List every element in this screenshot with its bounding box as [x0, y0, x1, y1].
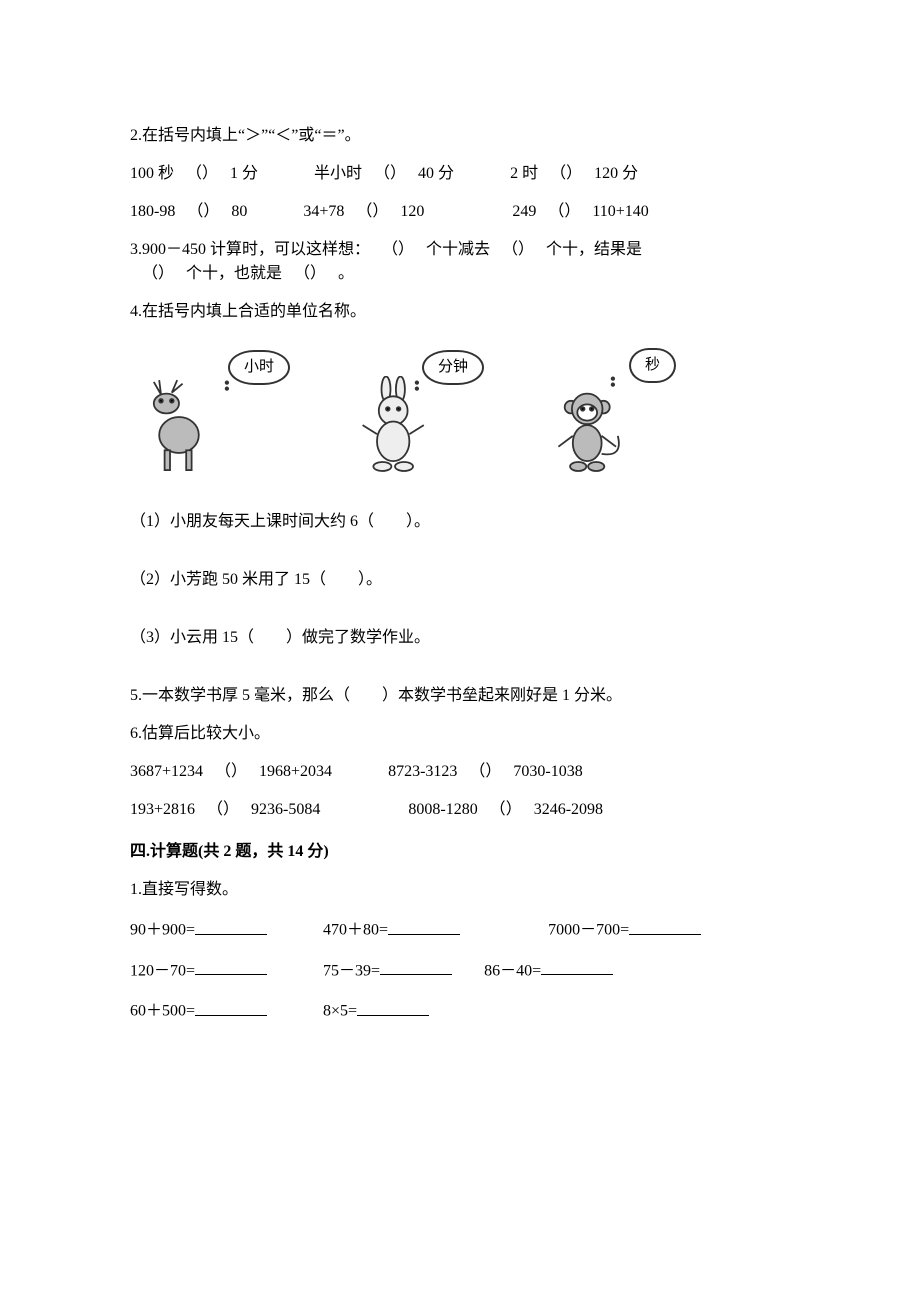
c1-r2-c-blank[interactable]	[541, 957, 613, 976]
c1-r3-b-blank[interactable]	[357, 997, 429, 1016]
q6-r1-b-blank[interactable]	[457, 760, 513, 784]
calc1-row3: 60＋500= 8×5=	[130, 997, 790, 1024]
q2-row1: 100 秒 1 分 半小时 40 分 2 时 120 分	[130, 162, 790, 186]
deer-icon	[134, 376, 224, 476]
q3-blank4[interactable]	[282, 262, 338, 286]
monkey-figure: 秒 ••	[530, 346, 690, 476]
q6-r2-a-blank[interactable]	[195, 798, 251, 822]
rabbit-figure: 分钟 ••	[330, 346, 490, 476]
q2-row2: 180-98 80 34+78 120 249 110+140	[130, 200, 790, 224]
q2-r2-c-right: 110+140	[592, 203, 648, 220]
q4-item2: （2）小芳跑 50 米用了 15（ ）。	[130, 568, 790, 592]
q4-item1: （1）小朋友每天上课时间大约 6（ ）。	[130, 510, 790, 534]
q6-r2-a-right: 9236-5084	[251, 801, 320, 818]
monkey-icon	[544, 376, 634, 476]
q2-r2-c-blank[interactable]	[536, 200, 592, 224]
c1-r2-b-blank[interactable]	[380, 957, 452, 976]
c1-r1-a: 90＋900=	[130, 922, 195, 939]
c1-r1-b-blank[interactable]	[388, 916, 460, 935]
q6-r2-b-blank[interactable]	[478, 798, 534, 822]
bubble-second-label: 秒	[645, 357, 660, 373]
q2-r1-c-blank[interactable]	[538, 162, 594, 186]
q3-blank1[interactable]	[370, 238, 426, 262]
c1-r1-c: 7000－700=	[548, 922, 629, 939]
c1-r1-c-blank[interactable]	[629, 916, 701, 935]
q6-r1-b-left: 8723-3123	[388, 763, 457, 780]
q4-prompt: 4.在括号内填上合适的单位名称。	[130, 300, 790, 324]
q4-item3: （3）小云用 15（ ）做完了数学作业。	[130, 626, 790, 650]
q2-r1-a-left: 100 秒	[130, 165, 174, 182]
c1-r2-a-blank[interactable]	[195, 957, 267, 976]
q2-r1-a-right: 1 分	[230, 165, 258, 182]
bubble-hour-label: 小时	[244, 359, 274, 375]
q6-r2-b-left: 8008-1280	[408, 801, 477, 818]
q6-row2: 193+2816 9236-5084 8008-1280 3246-2098	[130, 798, 790, 822]
c1-r3-a: 60＋500=	[130, 1003, 195, 1020]
q2-r2-b-right: 120	[400, 203, 424, 220]
section4-title: 四.计算题(共 2 题，共 14 分)	[130, 840, 790, 864]
q3-a: 3.900－450 计算时，可以这样想：	[130, 241, 370, 258]
deer-figure: 小时 ••	[130, 346, 290, 476]
q3-d: 个十，也就是	[186, 265, 282, 282]
q3-b: 个十减去	[426, 241, 490, 258]
q6-r1-a-right: 1968+2034	[259, 763, 332, 780]
q3-c: 个十，结果是	[546, 241, 642, 258]
q2-r1-c-right: 120 分	[594, 165, 638, 182]
q5: 5.一本数学书厚 5 毫米，那么（ ）本数学书垒起来刚好是 1 分米。	[130, 684, 790, 708]
rabbit-icon	[350, 376, 440, 476]
c1-r2-c: 86－40=	[484, 962, 541, 979]
q2-r2-a-left: 180-98	[130, 203, 175, 220]
c1-r3-b: 8×5=	[323, 1003, 357, 1020]
q4-images: 小时 •• 分钟 ••	[130, 346, 790, 476]
q6-row1: 3687+1234 1968+2034 8723-3123 7030-1038	[130, 760, 790, 784]
q2-r1-b-right: 40 分	[418, 165, 454, 182]
q3-blank2[interactable]	[490, 238, 546, 262]
c1-r3-a-blank[interactable]	[195, 997, 267, 1016]
c1-r1-b: 470＋80=	[323, 922, 388, 939]
q3-blank3[interactable]	[130, 262, 186, 286]
q6-prompt: 6.估算后比较大小。	[130, 722, 790, 746]
bubble-minute-label: 分钟	[438, 359, 468, 375]
q3: 3.900－450 计算时，可以这样想： 个十减去 个十，结果是 个十，也就是 。	[130, 238, 790, 286]
calc1-row1: 90＋900= 470＋80= 7000－700=	[130, 916, 790, 943]
q3-e: 。	[338, 265, 354, 282]
q6-r1-a-blank[interactable]	[203, 760, 259, 784]
q6-r1-a-left: 3687+1234	[130, 763, 203, 780]
q2-r2-b-left: 34+78	[303, 203, 344, 220]
q2-r1-c-left: 2 时	[510, 165, 538, 182]
q2-r2-a-blank[interactable]	[175, 200, 231, 224]
calc1-row2: 120－70= 75－39= 86－40=	[130, 957, 790, 984]
q6-r1-b-right: 7030-1038	[513, 763, 582, 780]
calc1-prompt: 1.直接写得数。	[130, 878, 790, 902]
q2-prompt: 2.在括号内填上“＞”“＜”或“＝”。	[130, 124, 790, 148]
q6-r2-a-left: 193+2816	[130, 801, 195, 818]
q2-r2-c-left: 249	[512, 203, 536, 220]
worksheet-page: 2.在括号内填上“＞”“＜”或“＝”。 100 秒 1 分 半小时 40 分 2 时…	[0, 0, 920, 1118]
c1-r1-a-blank[interactable]	[195, 916, 267, 935]
q2-r1-a-blank[interactable]	[174, 162, 230, 186]
q2-r1-b-blank[interactable]	[362, 162, 418, 186]
q2-r2-a-right: 80	[231, 203, 247, 220]
c1-r2-a: 120－70=	[130, 962, 195, 979]
q2-r2-b-blank[interactable]	[344, 200, 400, 224]
c1-r2-b: 75－39=	[323, 962, 380, 979]
q6-r2-b-right: 3246-2098	[534, 801, 603, 818]
q2-r1-b-left: 半小时	[314, 165, 362, 182]
